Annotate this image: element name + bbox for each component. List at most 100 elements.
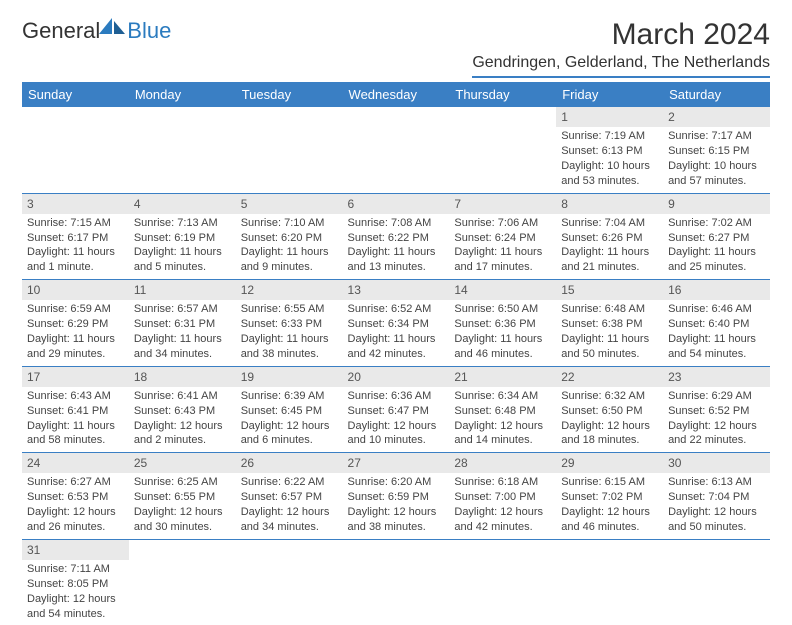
day-day: Daylight: 12 hours and 6 minutes.	[241, 419, 338, 449]
day-sunset: Sunset: 6:33 PM	[241, 317, 338, 332]
location-text: Gendringen, Gelderland, The Netherlands	[472, 54, 770, 78]
day-details: Sunrise: 6:50 AMSunset: 6:36 PMDaylight:…	[449, 300, 556, 365]
day-day: Daylight: 12 hours and 22 minutes.	[668, 419, 765, 449]
day-details: Sunrise: 7:19 AMSunset: 6:13 PMDaylight:…	[556, 127, 663, 192]
calendar-row: 3Sunrise: 7:15 AMSunset: 6:17 PMDaylight…	[22, 193, 770, 280]
calendar-cell: 14Sunrise: 6:50 AMSunset: 6:36 PMDayligh…	[449, 280, 556, 367]
day-number: 26	[236, 453, 343, 473]
day-details: Sunrise: 6:27 AMSunset: 6:53 PMDaylight:…	[22, 473, 129, 538]
day-day: Daylight: 11 hours and 13 minutes.	[348, 245, 445, 275]
day-details: Sunrise: 7:06 AMSunset: 6:24 PMDaylight:…	[449, 214, 556, 279]
day-number: 19	[236, 367, 343, 387]
calendar-cell: 26Sunrise: 6:22 AMSunset: 6:57 PMDayligh…	[236, 453, 343, 540]
calendar-cell-empty	[236, 539, 343, 625]
calendar-cell: 8Sunrise: 7:04 AMSunset: 6:26 PMDaylight…	[556, 193, 663, 280]
calendar-cell: 11Sunrise: 6:57 AMSunset: 6:31 PMDayligh…	[129, 280, 236, 367]
day-details: Sunrise: 6:29 AMSunset: 6:52 PMDaylight:…	[663, 387, 770, 452]
calendar-cell-empty	[343, 107, 450, 193]
day-sunrise: Sunrise: 6:25 AM	[134, 475, 231, 490]
day-details: Sunrise: 6:18 AMSunset: 7:00 PMDaylight:…	[449, 473, 556, 538]
day-day: Daylight: 11 hours and 42 minutes.	[348, 332, 445, 362]
calendar-cell: 23Sunrise: 6:29 AMSunset: 6:52 PMDayligh…	[663, 366, 770, 453]
day-sunrise: Sunrise: 6:27 AM	[27, 475, 124, 490]
calendar-cell: 4Sunrise: 7:13 AMSunset: 6:19 PMDaylight…	[129, 193, 236, 280]
day-sunset: Sunset: 6:59 PM	[348, 490, 445, 505]
calendar-cell: 22Sunrise: 6:32 AMSunset: 6:50 PMDayligh…	[556, 366, 663, 453]
day-number: 4	[129, 194, 236, 214]
calendar-cell: 15Sunrise: 6:48 AMSunset: 6:38 PMDayligh…	[556, 280, 663, 367]
calendar-body: 1Sunrise: 7:19 AMSunset: 6:13 PMDaylight…	[22, 107, 770, 625]
day-sunrise: Sunrise: 6:48 AM	[561, 302, 658, 317]
day-sunrise: Sunrise: 7:17 AM	[668, 129, 765, 144]
calendar-cell-empty	[449, 539, 556, 625]
day-details: Sunrise: 6:43 AMSunset: 6:41 PMDaylight:…	[22, 387, 129, 452]
day-day: Daylight: 12 hours and 2 minutes.	[134, 419, 231, 449]
calendar-cell-empty	[449, 107, 556, 193]
day-day: Daylight: 12 hours and 10 minutes.	[348, 419, 445, 449]
day-day: Daylight: 11 hours and 38 minutes.	[241, 332, 338, 362]
day-sunrise: Sunrise: 6:15 AM	[561, 475, 658, 490]
calendar-cell-empty	[236, 107, 343, 193]
day-day: Daylight: 11 hours and 50 minutes.	[561, 332, 658, 362]
calendar-cell: 20 Sunrise: 6:36 AMSunset: 6:47 PMDayligh…	[343, 366, 450, 453]
calendar-cell: 19Sunrise: 6:39 AMSunset: 6:45 PMDayligh…	[236, 366, 343, 453]
day-number: 27	[343, 453, 450, 473]
logo-text-a: General	[22, 18, 100, 44]
calendar-cell: 18Sunrise: 6:41 AMSunset: 6:43 PMDayligh…	[129, 366, 236, 453]
day-sunrise: Sunrise: 6:36 AM	[348, 389, 445, 404]
day-sunrise: Sunrise: 6:20 AM	[348, 475, 445, 490]
day-details: Sunrise: 6:48 AMSunset: 6:38 PMDaylight:…	[556, 300, 663, 365]
calendar-cell: 29Sunrise: 6:15 AMSunset: 7:02 PMDayligh…	[556, 453, 663, 540]
calendar-row: 31Sunrise: 7:11 AMSunset: 8:05 PMDayligh…	[22, 539, 770, 625]
day-number: 31	[22, 540, 129, 560]
day-sunset: Sunset: 6:45 PM	[241, 404, 338, 419]
day-sunset: Sunset: 6:17 PM	[27, 231, 124, 246]
weekday-header: Wednesday	[343, 82, 450, 107]
calendar-cell-empty	[22, 107, 129, 193]
calendar-row: 17Sunrise: 6:43 AMSunset: 6:41 PMDayligh…	[22, 366, 770, 453]
calendar-row: 24Sunrise: 6:27 AMSunset: 6:53 PMDayligh…	[22, 453, 770, 540]
day-number: 18	[129, 367, 236, 387]
day-sunset: Sunset: 6:22 PM	[348, 231, 445, 246]
day-sunrise: Sunrise: 6:43 AM	[27, 389, 124, 404]
day-number: 29	[556, 453, 663, 473]
weekday-header: Friday	[556, 82, 663, 107]
day-details: Sunrise: 6:57 AMSunset: 6:31 PMDaylight:…	[129, 300, 236, 365]
day-sunrise: Sunrise: 6:22 AM	[241, 475, 338, 490]
day-details: Sunrise: 7:11 AMSunset: 8:05 PMDaylight:…	[22, 560, 129, 625]
day-number: 11	[129, 280, 236, 300]
day-sunrise: Sunrise: 6:52 AM	[348, 302, 445, 317]
calendar-cell: 10Sunrise: 6:59 AMSunset: 6:29 PMDayligh…	[22, 280, 129, 367]
day-number: 16	[663, 280, 770, 300]
day-day: Daylight: 10 hours and 53 minutes.	[561, 159, 658, 189]
calendar-cell-empty	[129, 539, 236, 625]
day-details: Sunrise: 6:41 AMSunset: 6:43 PMDaylight:…	[129, 387, 236, 452]
day-sunset: Sunset: 6:50 PM	[561, 404, 658, 419]
day-sunrise: Sunrise: 7:04 AM	[561, 216, 658, 231]
calendar-cell-empty	[129, 107, 236, 193]
day-number: 2	[663, 107, 770, 127]
day-day: Daylight: 12 hours and 42 minutes.	[454, 505, 551, 535]
day-number: 17	[22, 367, 129, 387]
day-details: Sunrise: 6:59 AMSunset: 6:29 PMDaylight:…	[22, 300, 129, 365]
day-sunset: Sunset: 6:38 PM	[561, 317, 658, 332]
day-number: 20	[343, 367, 450, 387]
calendar-row: 10Sunrise: 6:59 AMSunset: 6:29 PMDayligh…	[22, 280, 770, 367]
calendar-cell: 21Sunrise: 6:34 AMSunset: 6:48 PMDayligh…	[449, 366, 556, 453]
calendar-row: 1Sunrise: 7:19 AMSunset: 6:13 PMDaylight…	[22, 107, 770, 193]
day-sunset: Sunset: 7:02 PM	[561, 490, 658, 505]
day-sunrise: Sunrise: 6:59 AM	[27, 302, 124, 317]
day-sunrise: Sunrise: 7:15 AM	[27, 216, 124, 231]
page-title: March 2024	[472, 18, 770, 52]
day-number: 10	[22, 280, 129, 300]
logo-text-b: Blue	[127, 18, 171, 44]
day-details: Sunrise: 7:08 AMSunset: 6:22 PMDaylight:…	[343, 214, 450, 279]
day-sunset: Sunset: 6:47 PM	[348, 404, 445, 419]
calendar-cell-empty	[556, 539, 663, 625]
day-sunrise: Sunrise: 7:10 AM	[241, 216, 338, 231]
day-sunset: Sunset: 6:55 PM	[134, 490, 231, 505]
calendar-cell: 3Sunrise: 7:15 AMSunset: 6:17 PMDaylight…	[22, 193, 129, 280]
day-sunrise: Sunrise: 7:08 AM	[348, 216, 445, 231]
day-sunset: Sunset: 7:00 PM	[454, 490, 551, 505]
day-details: Sunrise: 6:39 AMSunset: 6:45 PMDaylight:…	[236, 387, 343, 452]
